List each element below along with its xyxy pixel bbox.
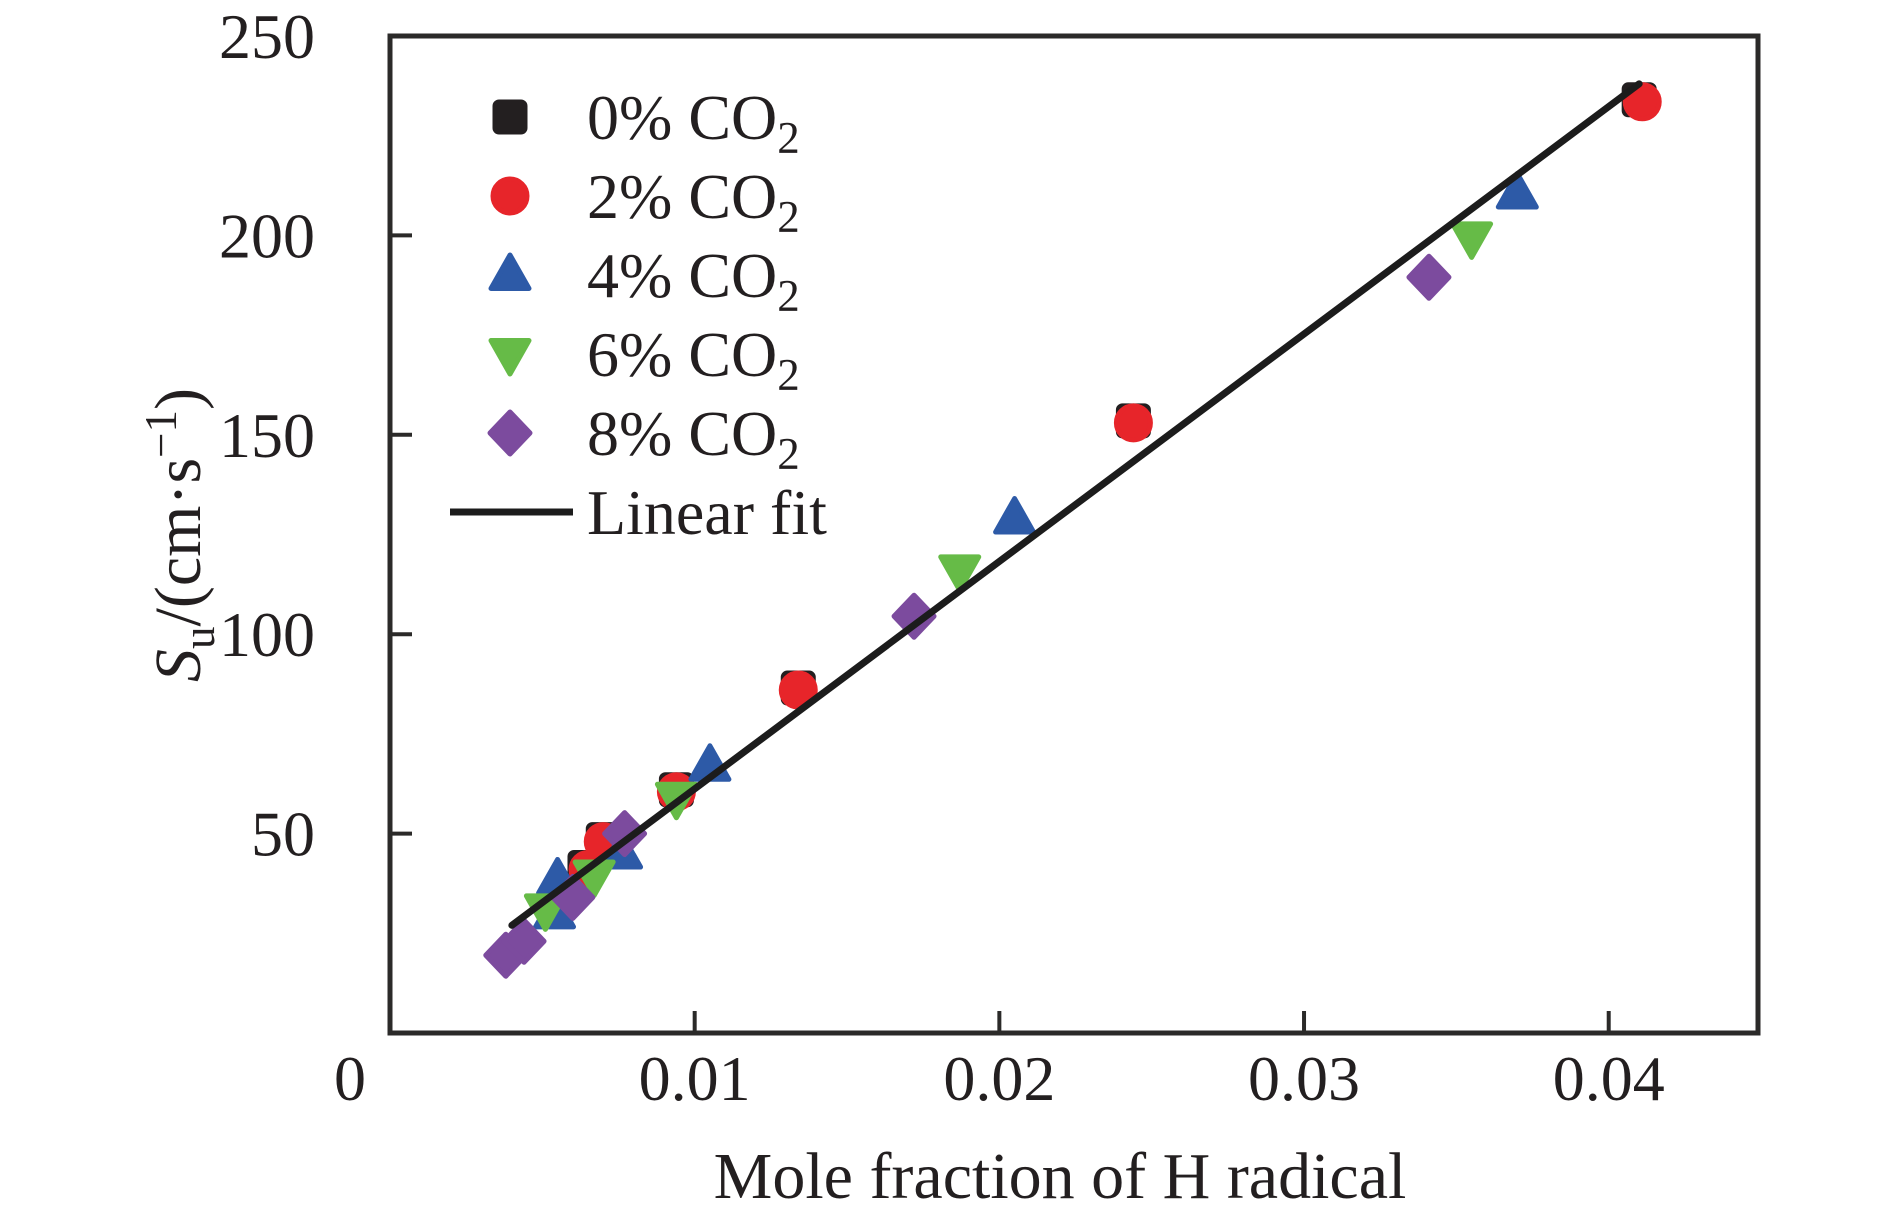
y-axis-title: Su/(cm·s−1): [136, 388, 224, 682]
data-point-marker: [1406, 253, 1452, 301]
data-point-marker: [891, 592, 937, 640]
x-tick-label: 0: [334, 1043, 366, 1114]
x-tick-label: 0.04: [1553, 1043, 1665, 1114]
data-point-marker: [501, 917, 547, 965]
legend-marker-square: [492, 99, 528, 135]
legend-label-linear-fit: Linear fit: [587, 477, 827, 548]
y-axis-symbol: S: [142, 649, 215, 682]
data-point-marker: [602, 810, 648, 858]
linear-fit-line: [508, 80, 1643, 929]
data-point-marker: [1113, 403, 1153, 443]
x-axis-title: Mole fraction of H radical: [714, 1140, 1407, 1213]
y-tick-label: 200: [219, 200, 315, 271]
y-axis-symbol-subscript: u: [174, 626, 224, 649]
y-tick-label: 100: [219, 599, 315, 670]
x-tick-label: 0.03: [1248, 1043, 1360, 1114]
data-point-marker: [938, 554, 982, 593]
legend-label: 4% CO2: [587, 240, 800, 321]
x-tick-label: 0.01: [639, 1043, 751, 1114]
plot-frame: [387, 33, 1761, 1036]
data-point-marker: [778, 670, 818, 710]
data-point-marker: [1495, 171, 1539, 210]
series-8-co2: [483, 253, 1452, 979]
legend-marker-triangle-down: [488, 338, 532, 377]
y-axis-unit-close: ): [142, 388, 215, 410]
y-tick-label: 150: [219, 400, 315, 471]
y-axis-unit-superscript: −1: [136, 410, 186, 458]
y-tick-label: 250: [219, 1, 315, 72]
legend-label: 6% CO2: [587, 319, 800, 400]
legend-label: 8% CO2: [587, 398, 800, 479]
legend-marker-circle: [490, 176, 530, 216]
x-tick-label: 0.02: [943, 1043, 1055, 1114]
chart-generated-layer: 0 0.01 0.02 0.03 0.04 50 100 150 200 250 0% CO22% …: [219, 1, 1761, 1114]
legend-marker-triangle-up: [488, 252, 532, 291]
legend-label: 2% CO2: [587, 161, 800, 242]
data-point-marker: [1450, 221, 1494, 260]
data-point-marker: [993, 496, 1037, 535]
legend-marker-diamond: [487, 409, 533, 457]
y-tick-label: 50: [251, 799, 315, 870]
y-axis-unit: /(cm·s: [142, 458, 215, 627]
legend-label: 0% CO2: [587, 82, 800, 163]
